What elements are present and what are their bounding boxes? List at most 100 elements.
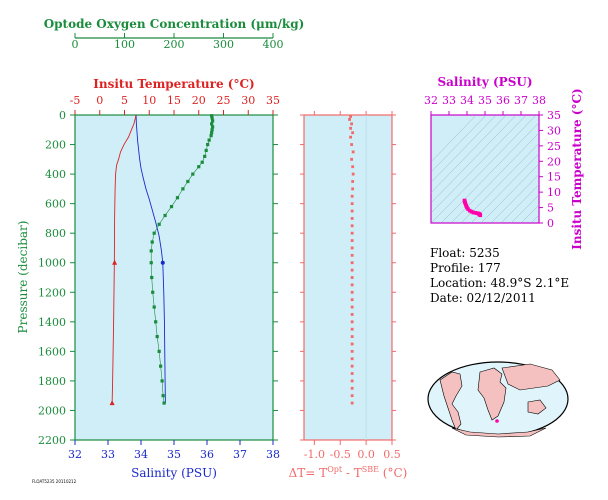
ts-salinity-tick-label-1: 33 bbox=[442, 94, 456, 107]
ts-salinity-tick-label-4: 36 bbox=[496, 94, 510, 107]
ts-density-contour-15 bbox=[520, 204, 539, 223]
delta-t-point-9 bbox=[351, 165, 355, 169]
profile-date: Date: 02/12/2011 bbox=[430, 291, 536, 305]
world-map-inset bbox=[427, 361, 569, 438]
oxygen-point-30 bbox=[157, 349, 161, 353]
salinity-marker-0 bbox=[160, 260, 165, 265]
ts-density-contour-13 bbox=[500, 184, 539, 223]
delta-t-point-7 bbox=[351, 150, 355, 154]
delta-t-point-3 bbox=[349, 126, 352, 130]
oxygen-point-20 bbox=[157, 222, 161, 226]
ts-density-contour-4 bbox=[431, 115, 517, 204]
delta-t-point-27 bbox=[350, 298, 354, 302]
pressure-tick-label-5: 1000 bbox=[38, 257, 66, 270]
oxygen-point-28 bbox=[154, 320, 158, 324]
oxygen-point-8 bbox=[207, 138, 211, 142]
delta-t-point-25 bbox=[350, 283, 354, 287]
ts-density-contour-7 bbox=[440, 122, 539, 223]
oxygen-point-21 bbox=[152, 231, 156, 235]
delta-t-point-39 bbox=[350, 386, 354, 390]
oxygen-point-19 bbox=[163, 213, 167, 218]
float-location-marker bbox=[495, 419, 499, 423]
oxygen-point-31 bbox=[159, 364, 163, 368]
temperature-tick-label-5: 20 bbox=[192, 94, 206, 107]
map-land-antarctica bbox=[451, 427, 547, 438]
delta-t-axis-title: ΔT= TOpt - TSBE (°C) bbox=[289, 465, 408, 480]
temperature-tick-label-8: 35 bbox=[266, 94, 280, 107]
ts-temperature-tick-label-5: 25 bbox=[547, 140, 561, 153]
oxygen-point-25 bbox=[150, 275, 154, 280]
ts-density-contour-5 bbox=[431, 115, 527, 214]
oxygen-point-7 bbox=[209, 134, 213, 138]
pressure-tick-label-3: 600 bbox=[45, 198, 66, 211]
salinity-tick-label-3: 35 bbox=[167, 448, 181, 461]
oxygen-point-5 bbox=[210, 128, 214, 132]
oxygen-point-6 bbox=[210, 131, 214, 135]
map-land-americas bbox=[439, 371, 463, 431]
salinity-tick-label-0: 32 bbox=[68, 448, 82, 461]
pressure-tick-label-6: 1200 bbox=[38, 286, 66, 299]
oxygen-point-13 bbox=[197, 165, 201, 169]
delta-t-point-34 bbox=[350, 349, 354, 353]
ts-ticks-group: 32 33 34 35 36 37 38 0 5 10 15 20 25 30 35 bbox=[424, 94, 561, 230]
delta-t-point-20 bbox=[350, 246, 354, 250]
delta-t-point-36 bbox=[350, 364, 354, 368]
delta-t-point-24 bbox=[350, 276, 354, 279]
delta-t-point-40 bbox=[350, 394, 354, 398]
delta-t-title-part-3: (°C) bbox=[379, 466, 407, 480]
float-info-box: Float: 5235 Profile: 177 Location: 48.9°… bbox=[430, 246, 569, 306]
oxygen-tick-label-4: 400 bbox=[263, 38, 284, 51]
pressure-tick-label-7: 1400 bbox=[38, 316, 66, 329]
map-land-asia bbox=[501, 363, 561, 391]
delta-t-point-31 bbox=[350, 327, 354, 331]
temperature-tick-label-0: -5 bbox=[70, 94, 81, 107]
oxygen-point-9 bbox=[206, 142, 210, 147]
ts-temperature-tick-label-7: 35 bbox=[547, 109, 561, 122]
ts-point-11 bbox=[473, 211, 477, 215]
delta-t-point-4 bbox=[351, 131, 355, 135]
delta-t-title-superscript-sbe: SBE bbox=[362, 465, 379, 474]
oxygen-point-10 bbox=[204, 148, 208, 153]
delta-t-point-0 bbox=[349, 115, 352, 118]
ts-temperature-tick-label-4: 20 bbox=[547, 155, 561, 168]
pressure-axis-title: Pressure (decibar) bbox=[16, 221, 30, 334]
delta-t-point-35 bbox=[350, 357, 354, 361]
delta-t-point-41 bbox=[350, 401, 354, 405]
delta-t-point-1 bbox=[348, 118, 351, 121]
delta-t-series-group bbox=[348, 115, 367, 440]
oxygen-point-3 bbox=[210, 122, 214, 126]
oxygen-point-1 bbox=[210, 116, 214, 120]
ts-temperature-tick-label-1: 5 bbox=[547, 202, 554, 215]
delta-t-point-6 bbox=[350, 143, 354, 146]
oxygen-point-4 bbox=[211, 125, 215, 129]
oxygen-point-27 bbox=[152, 305, 156, 309]
delta-t-point-8 bbox=[350, 157, 354, 161]
float-number: Float: 5235 bbox=[430, 246, 500, 260]
oxygen-point-18 bbox=[169, 204, 174, 209]
ts-temperature-axis-title: Insitu Temperature (°C) bbox=[570, 88, 584, 249]
oxygen-point-33 bbox=[161, 394, 165, 398]
delta-t-point-26 bbox=[350, 290, 354, 294]
delta-t-ticks-group: -1.0 -0.5 0.0 0.5 bbox=[300, 111, 401, 461]
profile-number: Profile: 177 bbox=[430, 261, 501, 275]
delta-t-title-part-1: ΔT= T bbox=[289, 466, 328, 480]
pressure-tick-label-0: 0 bbox=[59, 109, 66, 122]
delta-t-point-16 bbox=[350, 217, 354, 220]
ts-point-18 bbox=[478, 213, 483, 218]
delta-t-tick-label-2: 0.0 bbox=[357, 448, 375, 461]
oxygen-point-26 bbox=[151, 290, 155, 294]
delta-t-point-12 bbox=[351, 187, 355, 191]
ts-density-contour-14 bbox=[510, 194, 539, 223]
oxygen-tick-label-0: 0 bbox=[72, 38, 79, 51]
temperature-marker-0 bbox=[112, 259, 118, 265]
temperature-tick-label-1: 0 bbox=[96, 94, 103, 107]
pressure-tick-label-4: 800 bbox=[45, 227, 66, 240]
delta-t-point-21 bbox=[350, 253, 354, 257]
ts-density-contour-6 bbox=[431, 115, 537, 223]
pressure-tick-label-10: 2000 bbox=[38, 404, 66, 417]
oxygen-point-15 bbox=[186, 179, 190, 184]
delta-t-point-13 bbox=[350, 194, 354, 198]
oxygen-tick-label-2: 200 bbox=[164, 38, 185, 51]
delta-t-point-14 bbox=[350, 202, 354, 206]
